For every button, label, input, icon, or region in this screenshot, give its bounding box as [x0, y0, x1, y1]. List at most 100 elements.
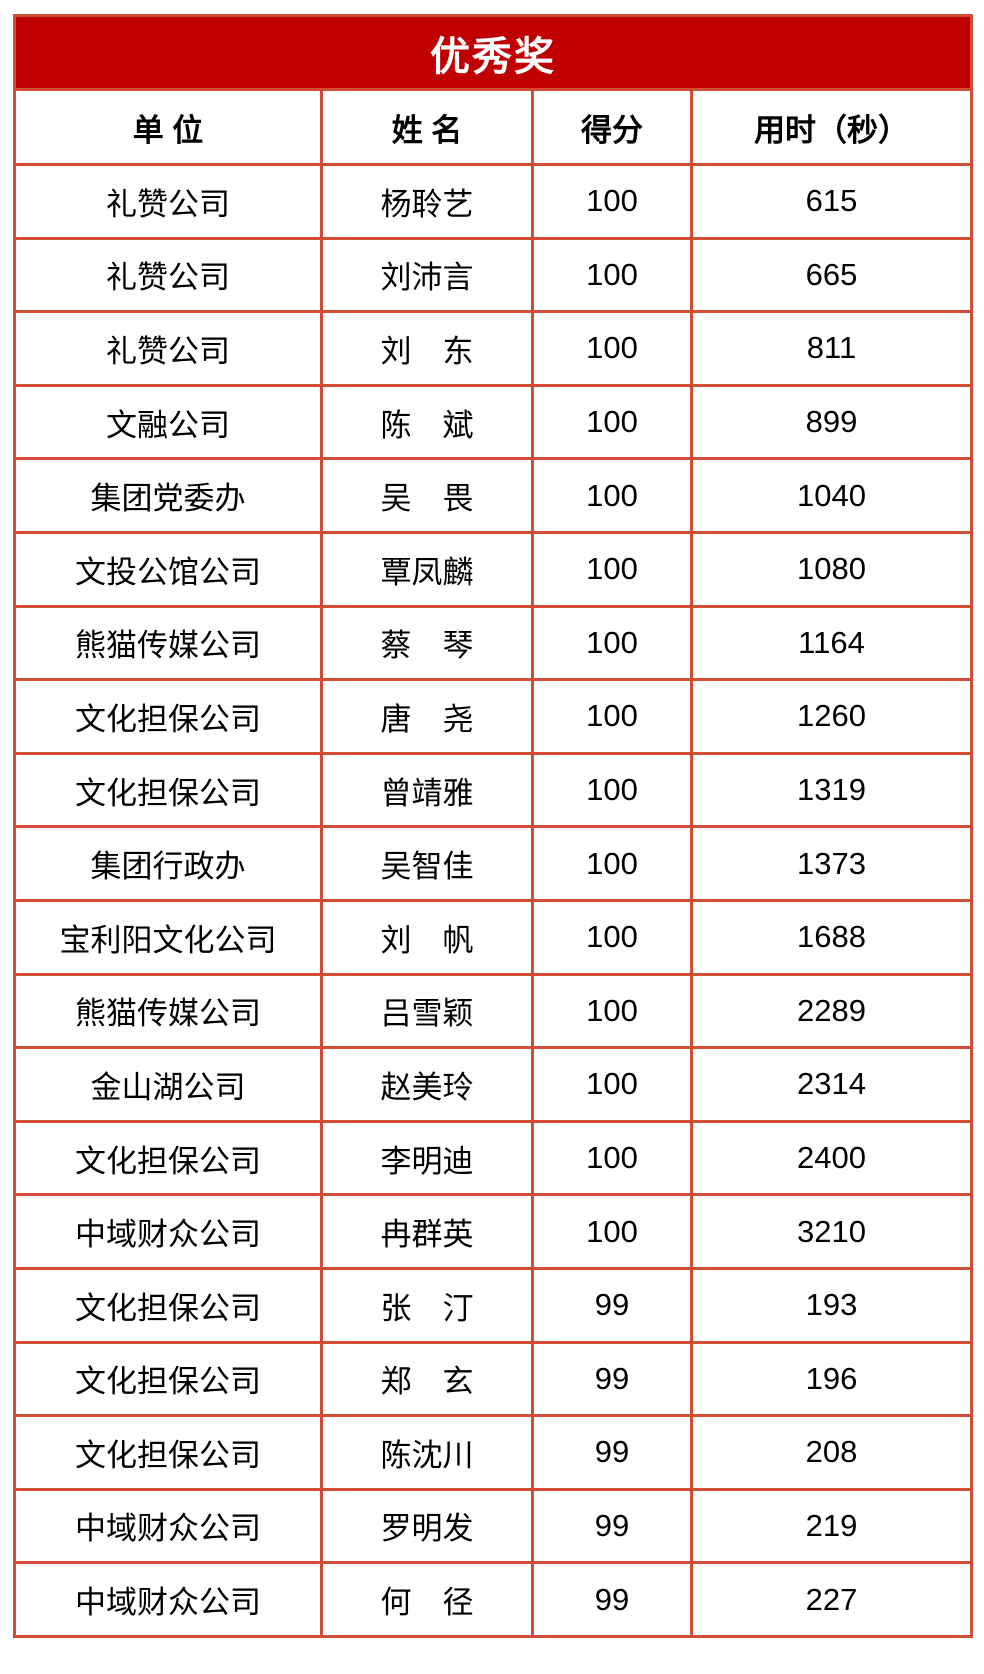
- table-row: 文化担保公司 李明迪 100 2400: [13, 1119, 973, 1197]
- name-cell: 张 汀: [320, 1266, 534, 1344]
- score-cell: 100: [531, 310, 693, 387]
- score-cell: 100: [531, 1193, 693, 1270]
- unit-cell: 文融公司: [13, 383, 323, 461]
- table-row: 熊猫传媒公司 蔡 琴 100 1164: [13, 604, 973, 682]
- name-cell: 曾靖雅: [320, 751, 534, 829]
- column-header-name: 姓 名: [320, 88, 534, 166]
- table-row: 金山湖公司 赵美玲 100 2314: [13, 1046, 973, 1123]
- table-row: 文化担保公司 唐 尧 100 1260: [13, 678, 973, 755]
- time-cell: 665: [690, 236, 973, 314]
- unit-cell: 文投公馆公司: [13, 530, 323, 608]
- unit-cell: 金山湖公司: [13, 1046, 323, 1123]
- table-row: 集团行政办 吴智佳 100 1373: [13, 825, 973, 902]
- time-cell: 2289: [690, 972, 973, 1050]
- unit-cell: 文化担保公司: [13, 1266, 323, 1344]
- score-cell: 100: [531, 457, 693, 534]
- score-cell: 100: [531, 972, 693, 1050]
- score-cell: 100: [531, 236, 693, 314]
- score-cell: 100: [531, 1119, 693, 1197]
- time-cell: 3210: [690, 1193, 973, 1270]
- score-cell: 100: [531, 383, 693, 461]
- name-cell: 郑 玄: [320, 1340, 534, 1418]
- table-row: 中域财众公司 罗明发 99 219: [13, 1487, 973, 1565]
- header-row: 单 位 姓 名 得分 用时（秒）: [13, 88, 973, 166]
- table-row: 文化担保公司 郑 玄 99 196: [13, 1340, 973, 1418]
- time-cell: 2400: [690, 1119, 973, 1197]
- name-cell: 刘 帆: [320, 898, 534, 976]
- table-row: 集团党委办 吴 畏 100 1040: [13, 457, 973, 534]
- score-cell: 99: [531, 1487, 693, 1565]
- score-cell: 99: [531, 1414, 693, 1491]
- name-cell: 吕雪颖: [320, 972, 534, 1050]
- score-cell: 100: [531, 530, 693, 608]
- time-cell: 208: [690, 1414, 973, 1491]
- time-cell: 811: [690, 310, 973, 387]
- unit-cell: 文化担保公司: [13, 1340, 323, 1418]
- unit-cell: 礼赞公司: [13, 163, 323, 240]
- name-cell: 刘沛言: [320, 236, 534, 314]
- name-cell: 陈沈川: [320, 1414, 534, 1491]
- table-row: 熊猫传媒公司 吕雪颖 100 2289: [13, 972, 973, 1050]
- score-cell: 100: [531, 678, 693, 755]
- time-cell: 2314: [690, 1046, 973, 1123]
- unit-cell: 中域财众公司: [13, 1561, 323, 1638]
- unit-cell: 文化担保公司: [13, 751, 323, 829]
- unit-cell: 文化担保公司: [13, 1414, 323, 1491]
- table-row: 文化担保公司 陈沈川 99 208: [13, 1414, 973, 1491]
- unit-cell: 文化担保公司: [13, 678, 323, 755]
- table-row: 文融公司 陈 斌 100 899: [13, 383, 973, 461]
- table-row: 礼赞公司 刘沛言 100 665: [13, 236, 973, 314]
- column-header-unit: 单 位: [13, 88, 323, 166]
- name-cell: 冉群英: [320, 1193, 534, 1270]
- score-cell: 100: [531, 163, 693, 240]
- unit-cell: 中域财众公司: [13, 1193, 323, 1270]
- unit-cell: 集团党委办: [13, 457, 323, 534]
- unit-cell: 礼赞公司: [13, 310, 323, 387]
- table-title: 优秀奖: [13, 14, 973, 91]
- score-cell: 99: [531, 1266, 693, 1344]
- time-cell: 193: [690, 1266, 973, 1344]
- name-cell: 何 径: [320, 1561, 534, 1638]
- score-cell: 100: [531, 1046, 693, 1123]
- name-cell: 赵美玲: [320, 1046, 534, 1123]
- name-cell: 唐 尧: [320, 678, 534, 755]
- unit-cell: 熊猫传媒公司: [13, 604, 323, 682]
- time-cell: 1319: [690, 751, 973, 829]
- table-row: 礼赞公司 杨聆艺 100 615: [13, 163, 973, 240]
- table-row: 文化担保公司 曾靖雅 100 1319: [13, 751, 973, 829]
- name-cell: 蔡 琴: [320, 604, 534, 682]
- table-row: 中域财众公司 冉群英 100 3210: [13, 1193, 973, 1270]
- award-table: 优秀奖 单 位 姓 名 得分 用时（秒） 礼赞公司 杨聆艺 100 615 礼赞…: [13, 14, 973, 1638]
- unit-cell: 集团行政办: [13, 825, 323, 902]
- score-cell: 100: [531, 825, 693, 902]
- time-cell: 219: [690, 1487, 973, 1565]
- score-cell: 100: [531, 898, 693, 976]
- name-cell: 覃凤麟: [320, 530, 534, 608]
- name-cell: 陈 斌: [320, 383, 534, 461]
- time-cell: 1688: [690, 898, 973, 976]
- time-cell: 1040: [690, 457, 973, 534]
- time-cell: 1080: [690, 530, 973, 608]
- unit-cell: 礼赞公司: [13, 236, 323, 314]
- column-header-score: 得分: [531, 88, 693, 166]
- name-cell: 罗明发: [320, 1487, 534, 1565]
- name-cell: 吴 畏: [320, 457, 534, 534]
- time-cell: 1164: [690, 604, 973, 682]
- table-row: 文化担保公司 张 汀 99 193: [13, 1266, 973, 1344]
- table-row: 宝利阳文化公司 刘 帆 100 1688: [13, 898, 973, 976]
- name-cell: 杨聆艺: [320, 163, 534, 240]
- time-cell: 227: [690, 1561, 973, 1638]
- time-cell: 899: [690, 383, 973, 461]
- name-cell: 刘 东: [320, 310, 534, 387]
- table-row: 礼赞公司 刘 东 100 811: [13, 310, 973, 387]
- name-cell: 吴智佳: [320, 825, 534, 902]
- table-row: 文投公馆公司 覃凤麟 100 1080: [13, 530, 973, 608]
- score-cell: 99: [531, 1340, 693, 1418]
- time-cell: 1260: [690, 678, 973, 755]
- score-cell: 100: [531, 751, 693, 829]
- name-cell: 李明迪: [320, 1119, 534, 1197]
- unit-cell: 中域财众公司: [13, 1487, 323, 1565]
- time-cell: 1373: [690, 825, 973, 902]
- score-cell: 99: [531, 1561, 693, 1638]
- time-cell: 615: [690, 163, 973, 240]
